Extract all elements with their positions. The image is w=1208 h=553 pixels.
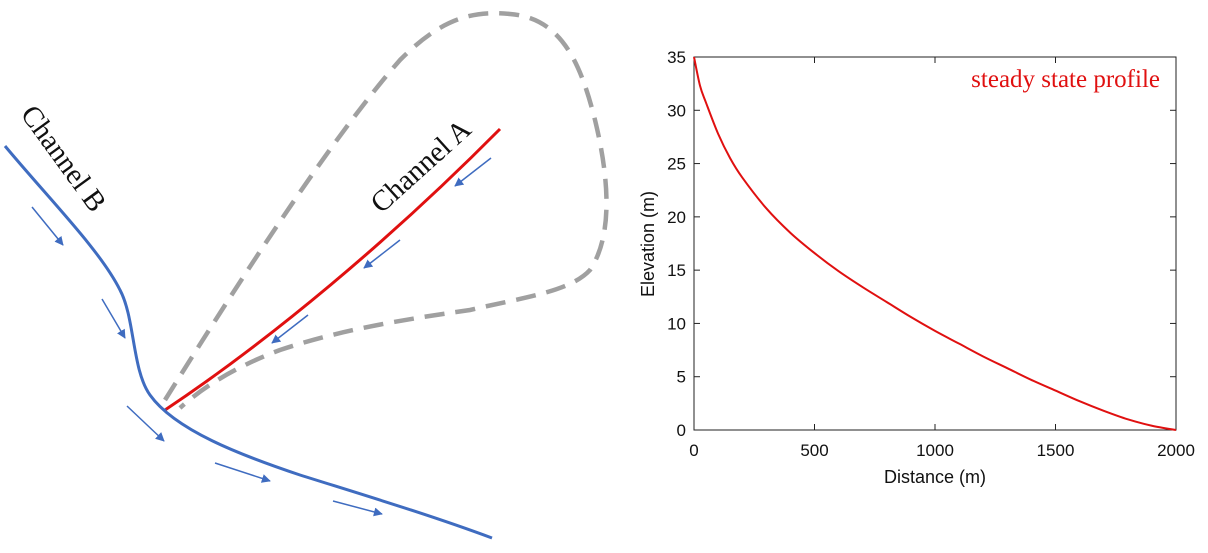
y-tick-label: 15 bbox=[667, 261, 686, 280]
y-tick-label: 25 bbox=[667, 155, 686, 174]
y-tick-label: 10 bbox=[667, 314, 686, 333]
flow-arrow-icon bbox=[363, 239, 401, 269]
x-axis-title: Distance (m) bbox=[884, 467, 986, 487]
y-axis-ticks: 0 5 10 15 20 25 30 35 bbox=[667, 48, 1176, 440]
channel-b-label: Channel B bbox=[14, 99, 112, 218]
y-tick-label: 0 bbox=[677, 421, 686, 440]
x-tick-label: 1000 bbox=[916, 441, 954, 460]
flow-arrow-icon bbox=[332, 500, 383, 517]
confluence-icon bbox=[163, 408, 167, 412]
channel-a-line bbox=[164, 127, 502, 412]
y-tick-label: 20 bbox=[667, 208, 686, 227]
x-tick-label: 2000 bbox=[1157, 441, 1195, 460]
channel-b-line bbox=[3, 145, 493, 540]
channel-diagram: Channel A Channel B bbox=[3, 10, 609, 540]
y-axis-title: Elevation (m) bbox=[638, 191, 658, 297]
x-tick-label: 500 bbox=[800, 441, 828, 460]
series-line-profile bbox=[693, 56, 1177, 431]
flow-arrow-icon bbox=[31, 206, 64, 246]
flow-arrow-icon bbox=[126, 405, 165, 442]
y-tick-label: 35 bbox=[667, 48, 686, 67]
flow-arrow-icon bbox=[454, 157, 492, 187]
y-tick-label: 30 bbox=[667, 101, 686, 120]
flow-arrow-icon bbox=[101, 298, 126, 339]
plot-frame bbox=[693, 56, 1177, 431]
chart-annotation: steady state profile bbox=[971, 66, 1160, 93]
x-tick-label: 0 bbox=[689, 441, 698, 460]
elevation-chart: 0 500 1000 1500 2000 0 5 10 15 20 25 30 35 Distance… bbox=[638, 48, 1195, 487]
flow-arrow-icon bbox=[271, 314, 309, 344]
x-tick-label: 1500 bbox=[1037, 441, 1075, 460]
drainage-divide bbox=[163, 10, 609, 410]
x-axis-ticks: 0 500 1000 1500 2000 bbox=[689, 57, 1195, 460]
y-tick-label: 5 bbox=[677, 368, 686, 387]
flow-arrow-icon bbox=[214, 462, 271, 483]
